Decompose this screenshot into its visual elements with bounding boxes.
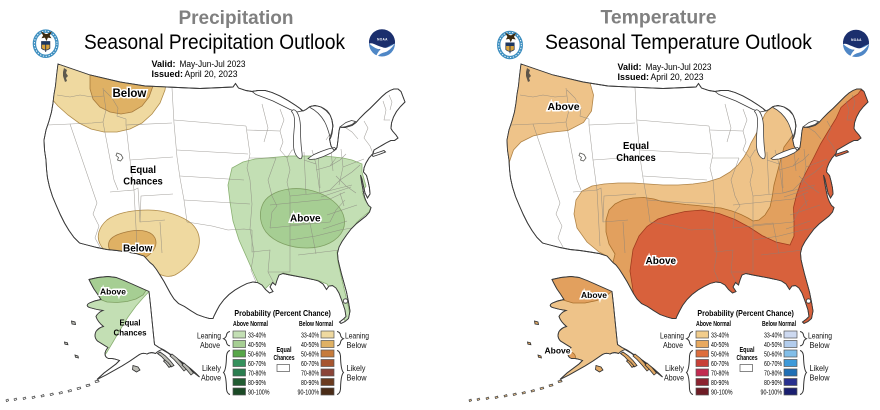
svg-text:60-70%: 60-70% bbox=[711, 361, 729, 368]
svg-text:40-50%: 40-50% bbox=[711, 342, 729, 349]
svg-text:May-Jun-Jul 2023: May-Jun-Jul 2023 bbox=[646, 62, 712, 72]
svg-text:50-60%: 50-60% bbox=[711, 352, 729, 359]
svg-text:Seasonal Precipitation Outlook: Seasonal Precipitation Outlook bbox=[84, 31, 345, 54]
svg-text:80-90%: 80-90% bbox=[301, 380, 319, 387]
svg-text:33-40%: 33-40% bbox=[711, 333, 729, 340]
svg-text:Above: Above bbox=[545, 346, 571, 356]
svg-text:Issued:: Issued: bbox=[152, 69, 184, 79]
svg-text:Chances: Chances bbox=[616, 152, 656, 164]
svg-text:33-40%: 33-40% bbox=[764, 333, 782, 340]
svg-text:Below Normal: Below Normal bbox=[762, 321, 796, 328]
svg-text:Seasonal Temperature Outlook: Seasonal Temperature Outlook bbox=[545, 31, 812, 54]
svg-text:Valid:: Valid: bbox=[152, 59, 176, 69]
svg-text:Above: Above bbox=[664, 373, 684, 383]
svg-text:Probability (Percent Chance): Probability (Percent Chance) bbox=[697, 308, 794, 318]
svg-text:60-70%: 60-70% bbox=[248, 361, 266, 368]
svg-text:Chances: Chances bbox=[737, 355, 758, 362]
svg-text:Above: Above bbox=[663, 340, 683, 350]
svg-text:Leaning: Leaning bbox=[808, 331, 832, 341]
svg-text:Above: Above bbox=[548, 101, 580, 113]
svg-text:80-90%: 80-90% bbox=[711, 380, 729, 387]
svg-text:April 20, 2023: April 20, 2023 bbox=[651, 72, 704, 82]
svg-text:Likely: Likely bbox=[347, 363, 367, 373]
svg-text:33-40%: 33-40% bbox=[301, 333, 319, 340]
svg-text:50-60%: 50-60% bbox=[248, 352, 266, 359]
svg-text:Above: Above bbox=[581, 290, 607, 300]
svg-text:Above Normal: Above Normal bbox=[233, 321, 268, 328]
svg-text:Above: Above bbox=[290, 214, 321, 225]
svg-text:Above: Above bbox=[201, 373, 221, 383]
svg-text:60-70%: 60-70% bbox=[764, 361, 782, 368]
svg-text:Valid:: Valid: bbox=[618, 62, 642, 72]
svg-text:90-100%: 90-100% bbox=[298, 390, 320, 397]
svg-text:40-50%: 40-50% bbox=[764, 342, 782, 349]
svg-text:Issued:: Issued: bbox=[618, 72, 650, 82]
svg-text:Chances: Chances bbox=[274, 355, 295, 362]
svg-text:50-60%: 50-60% bbox=[764, 352, 782, 359]
svg-text:April 20, 2023: April 20, 2023 bbox=[185, 69, 238, 79]
svg-text:40-50%: 40-50% bbox=[248, 342, 266, 349]
svg-text:40-50%: 40-50% bbox=[301, 342, 319, 349]
svg-text:Above: Above bbox=[100, 287, 126, 297]
svg-text:Leaning: Leaning bbox=[345, 331, 369, 341]
svg-text:NOAA: NOAA bbox=[377, 38, 388, 42]
svg-text:60-70%: 60-70% bbox=[301, 361, 319, 368]
svg-text:Below: Below bbox=[810, 340, 831, 350]
svg-text:Below Normal: Below Normal bbox=[299, 321, 333, 328]
svg-text:Above: Above bbox=[200, 340, 220, 350]
svg-text:Likely: Likely bbox=[202, 363, 222, 373]
svg-text:80-90%: 80-90% bbox=[248, 380, 266, 387]
svg-text:Chances: Chances bbox=[114, 328, 147, 338]
svg-text:Equal: Equal bbox=[130, 164, 156, 176]
svg-text:Equal: Equal bbox=[120, 318, 141, 328]
svg-text:90-100%: 90-100% bbox=[248, 390, 270, 397]
svg-text:Chances: Chances bbox=[123, 176, 163, 188]
svg-text:Below: Below bbox=[347, 340, 368, 350]
svg-text:Below: Below bbox=[123, 244, 153, 255]
svg-text:Likely: Likely bbox=[810, 363, 830, 373]
svg-text:80-90%: 80-90% bbox=[764, 380, 782, 387]
svg-text:Below: Below bbox=[810, 373, 831, 383]
svg-text:Likely: Likely bbox=[665, 363, 685, 373]
svg-text:Above Normal: Above Normal bbox=[696, 321, 731, 328]
svg-text:70-80%: 70-80% bbox=[764, 371, 782, 378]
svg-text:70-80%: 70-80% bbox=[248, 371, 266, 378]
svg-text:Below: Below bbox=[347, 373, 368, 383]
svg-text:Equal: Equal bbox=[740, 347, 755, 354]
svg-text:70-80%: 70-80% bbox=[301, 371, 319, 378]
svg-text:Temperature: Temperature bbox=[601, 8, 717, 29]
svg-text:33-40%: 33-40% bbox=[248, 333, 266, 340]
svg-text:Above: Above bbox=[646, 256, 677, 267]
svg-text:Below: Below bbox=[113, 88, 147, 100]
svg-text:Leaning: Leaning bbox=[660, 331, 684, 341]
svg-text:90-100%: 90-100% bbox=[711, 390, 733, 397]
svg-text:Equal: Equal bbox=[277, 347, 292, 354]
svg-text:Leaning: Leaning bbox=[197, 331, 221, 341]
svg-text:50-60%: 50-60% bbox=[301, 352, 319, 359]
svg-text:90-100%: 90-100% bbox=[761, 390, 783, 397]
svg-text:May-Jun-Jul 2023: May-Jun-Jul 2023 bbox=[180, 59, 246, 69]
svg-text:Equal: Equal bbox=[623, 140, 649, 152]
svg-text:Probability (Percent Chance): Probability (Percent Chance) bbox=[234, 308, 331, 318]
svg-text:Precipitation: Precipitation bbox=[179, 8, 294, 29]
svg-text:70-80%: 70-80% bbox=[711, 371, 729, 378]
